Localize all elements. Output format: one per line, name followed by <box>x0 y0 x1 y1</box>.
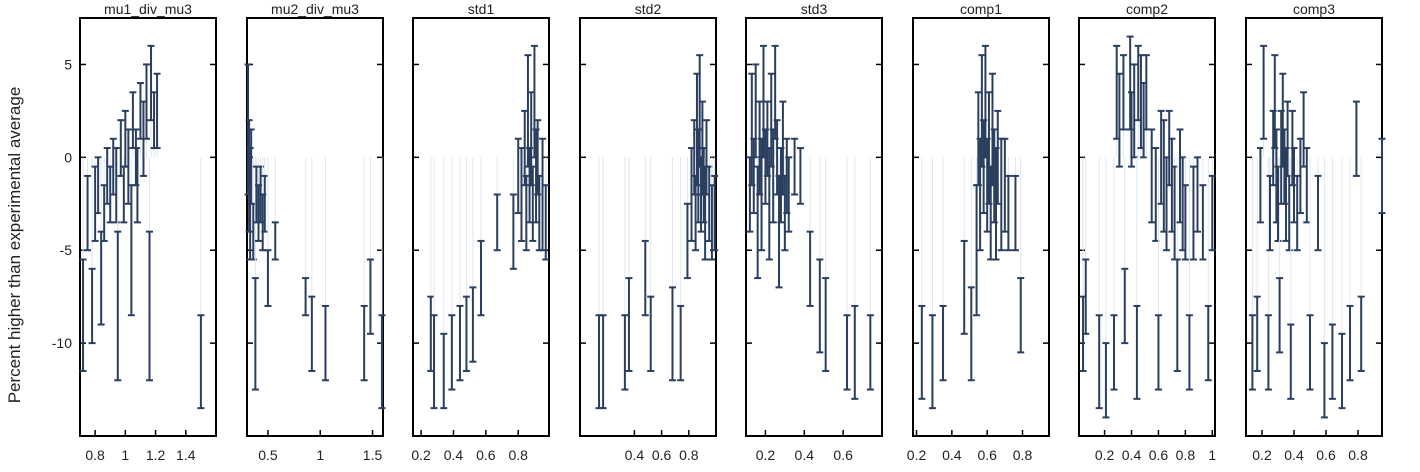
panel-title: std1 <box>468 1 495 17</box>
x-tick-label: 0.4 <box>625 447 645 463</box>
y-axis-label: Percent higher than experimental average <box>5 87 24 404</box>
x-tick-label: 1 <box>1208 447 1216 463</box>
panel-title: mu1_div_mu3 <box>104 1 192 17</box>
x-tick-label: 1 <box>121 447 129 463</box>
x-tick-label: 0.2 <box>1252 447 1272 463</box>
x-tick-label: 0.8 <box>1348 447 1368 463</box>
x-tick-label: 0.6 <box>652 447 672 463</box>
x-tick-label: 0.6 <box>977 447 997 463</box>
x-tick-label: 0.8 <box>85 447 105 463</box>
panel-frame <box>79 17 217 437</box>
x-tick-label: 0.4 <box>1122 447 1142 463</box>
x-tick-label: 0.6 <box>833 447 853 463</box>
x-tick-label: 0.4 <box>1284 447 1304 463</box>
x-tick-label: 0.4 <box>795 447 815 463</box>
x-tick-label: 0.8 <box>1013 447 1033 463</box>
panel-title: comp3 <box>1293 1 1335 17</box>
x-tick-label: 0.2 <box>1095 447 1115 463</box>
panel-title: mu2_div_mu3 <box>271 1 359 17</box>
x-tick-label: 1.5 <box>363 447 383 463</box>
x-tick-label: 0.6 <box>1149 447 1169 463</box>
x-tick-label: 0.6 <box>1316 447 1336 463</box>
x-tick-label: 1.2 <box>146 447 166 463</box>
x-tick-label: 0.8 <box>509 447 529 463</box>
panel-frame <box>246 17 384 437</box>
x-tick-label: 0.8 <box>1176 447 1196 463</box>
panel-title: std3 <box>801 1 828 17</box>
x-tick-label: 0.5 <box>258 447 278 463</box>
x-tick-label: 0.4 <box>444 447 464 463</box>
panel-frame <box>745 17 883 437</box>
x-tick-label: 0.4 <box>942 447 962 463</box>
panel-title: comp2 <box>1126 1 1168 17</box>
x-tick-label: 0.2 <box>756 447 776 463</box>
x-tick-label: 0.2 <box>907 447 927 463</box>
x-tick-label: 0.8 <box>679 447 699 463</box>
panel-title: std2 <box>635 1 662 17</box>
y-tick-label: 5 <box>64 56 72 72</box>
x-tick-label: 0.2 <box>411 447 431 463</box>
y-tick-label: 0 <box>64 149 72 165</box>
panel-title: comp1 <box>960 1 1002 17</box>
y-tick-label: -10 <box>52 335 72 351</box>
x-tick-label: 1.4 <box>176 447 196 463</box>
y-tick-label: -5 <box>60 242 73 258</box>
x-tick-label: 0.6 <box>476 447 496 463</box>
x-tick-label: 1 <box>316 447 324 463</box>
